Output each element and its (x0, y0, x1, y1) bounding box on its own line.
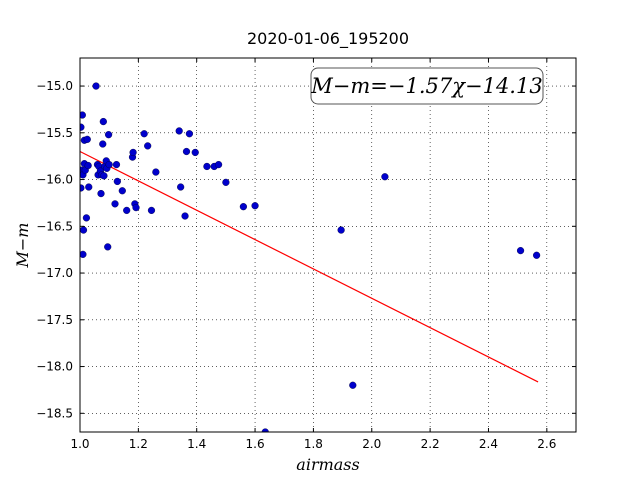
data-point (83, 135, 91, 143)
data-point (118, 187, 126, 195)
data-point (182, 147, 191, 156)
data-point (123, 206, 131, 215)
x-tick-label: 1.4 (187, 437, 206, 451)
y-tick-labels: −15.0 −15.5 −16.0 −16.5 −17.0 −17.5 −18.0 −18.5 (36, 79, 73, 420)
data-point (177, 183, 185, 191)
data-point (261, 428, 269, 432)
data-point (239, 203, 247, 211)
x-tick-label: 1.6 (246, 437, 265, 451)
data-point (97, 189, 105, 198)
data-point (92, 82, 100, 90)
data-point (203, 162, 211, 171)
data-point (152, 168, 160, 176)
data-point (381, 173, 389, 181)
data-point (147, 206, 156, 215)
data-point (100, 172, 108, 180)
x-axis-label: airmass (296, 455, 359, 474)
data-point (80, 111, 86, 119)
fit-line-group (80, 150, 539, 383)
data-point (191, 148, 199, 157)
data-point (113, 177, 121, 186)
x-tick-label: 2.6 (537, 437, 556, 451)
data-point (80, 250, 87, 258)
data-point (337, 226, 345, 234)
data-point (85, 183, 93, 191)
data-point (214, 160, 223, 169)
data-point (80, 226, 88, 234)
data-point (516, 247, 525, 255)
x-tick-label: 2.0 (362, 437, 381, 451)
x-tick-labels: 1.0 1.2 1.4 1.6 1.8 2.0 2.2 2.4 2.6 (70, 437, 556, 451)
data-point (129, 148, 137, 157)
data-point (349, 381, 357, 389)
y-tick-label: −16.0 (36, 173, 73, 187)
plot-frame (79, 57, 577, 433)
x-tick-label: 1.2 (129, 437, 148, 451)
data-point (99, 117, 107, 126)
y-tick-label: −16.5 (36, 219, 73, 233)
data-point (105, 160, 113, 169)
data-point (82, 214, 91, 222)
data-point (140, 130, 148, 138)
data-point (185, 130, 194, 138)
annotation-text: M−m=−1.57χ−14.13 (310, 74, 542, 98)
data-point (251, 202, 259, 210)
data-point (80, 123, 85, 131)
x-tick-label: 1.8 (304, 437, 323, 451)
y-tick-label: −15.5 (36, 126, 73, 140)
x-tick-label: 2.4 (479, 437, 498, 451)
x-tick-label: 1.0 (70, 437, 89, 451)
data-point (112, 160, 121, 169)
equation-annotation: M−m=−1.57χ−14.13 (310, 67, 544, 105)
axis-ticks (79, 58, 576, 432)
data-point (222, 178, 230, 186)
data-point (84, 161, 92, 170)
data-point (181, 212, 189, 220)
y-axis-label: M−m (13, 223, 32, 269)
data-point (175, 127, 183, 135)
chart-title: 2020-01-06_195200 (247, 29, 409, 49)
y-tick-label: −17.0 (36, 266, 73, 280)
data-point (99, 140, 107, 148)
data-point (104, 131, 113, 139)
data-point (111, 200, 119, 208)
fit-line (80, 150, 539, 383)
data-point (144, 142, 152, 150)
y-tick-label: −15.0 (36, 79, 73, 93)
y-tick-label: −18.0 (36, 360, 73, 374)
data-point (104, 243, 112, 251)
data-point (80, 184, 85, 192)
y-tick-label: −18.5 (36, 406, 73, 420)
data-point (533, 251, 541, 259)
data-points (80, 82, 541, 432)
x-tick-label: 2.2 (421, 437, 440, 451)
data-point (132, 204, 140, 212)
annotation-box (310, 67, 544, 105)
y-tick-label: −17.5 (36, 313, 73, 327)
